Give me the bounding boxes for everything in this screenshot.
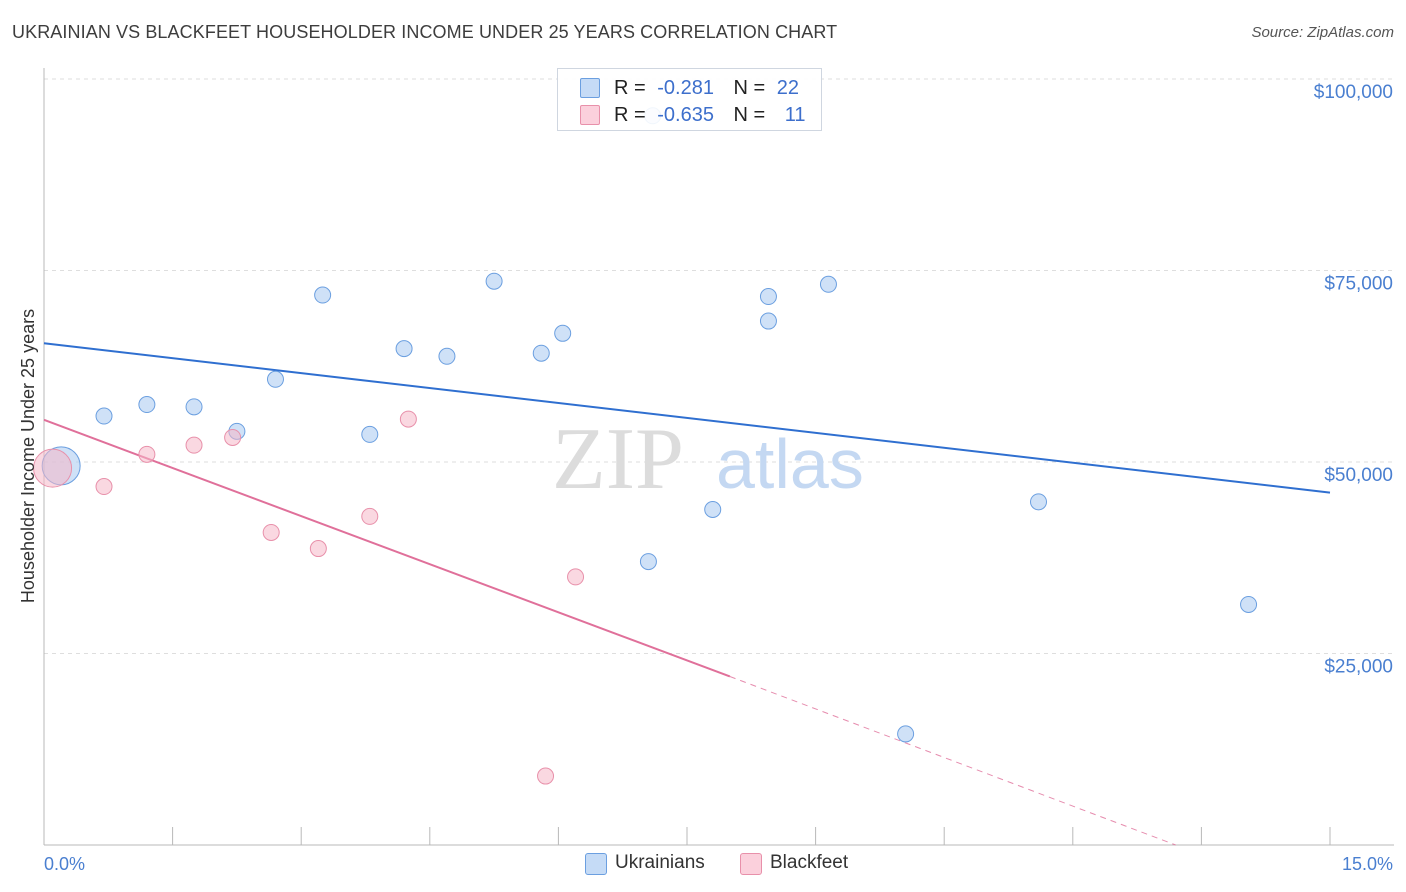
legend-label: Blackfeet	[770, 852, 849, 873]
y-tick-labels: $25,000 $50,000 $75,000 $100,000	[1314, 82, 1393, 678]
y-tick-label: $50,000	[1324, 465, 1393, 486]
watermark: ZIP atlas	[552, 411, 864, 508]
data-point	[314, 286, 332, 304]
data-point	[95, 478, 113, 496]
trend-lines	[43, 342, 1331, 846]
x-ticks	[172, 827, 1331, 845]
data-point	[819, 275, 837, 293]
data-point	[95, 407, 113, 425]
data-point	[138, 445, 156, 463]
data-point	[266, 370, 284, 388]
data-point	[224, 428, 242, 446]
data-point	[33, 448, 73, 488]
data-point	[1030, 493, 1048, 511]
data-point	[399, 410, 417, 428]
r-label: R =	[614, 104, 646, 126]
trend-line-extension	[729, 676, 1176, 846]
data-point	[262, 523, 280, 541]
data-point	[438, 347, 456, 365]
data-point	[309, 540, 327, 558]
data-point	[532, 344, 550, 362]
r-value: -0.635	[657, 104, 714, 126]
data-point	[567, 568, 585, 586]
chart-title: UKRAINIAN VS BLACKFEET HOUSEHOLDER INCOM…	[12, 22, 838, 42]
data-point	[138, 396, 156, 414]
y-axis-label: Householder Income Under 25 years	[18, 309, 38, 603]
data-point	[1240, 595, 1258, 613]
data-point	[485, 272, 503, 290]
data-point	[185, 436, 203, 454]
r-value: -0.281	[657, 77, 714, 99]
watermark-zip: ZIP	[552, 411, 684, 508]
n-label: N =	[733, 104, 766, 126]
x-tick-label: 0.0%	[44, 854, 85, 874]
data-point	[361, 425, 379, 443]
data-points	[33, 107, 1258, 785]
trend-line	[43, 342, 1331, 494]
n-value: 22	[776, 77, 800, 99]
n-value: 11	[784, 104, 806, 126]
data-point	[704, 500, 722, 518]
y-tick-label: $25,000	[1324, 657, 1393, 678]
data-point	[897, 725, 915, 743]
ukrainians-swatch	[585, 853, 607, 875]
data-point	[185, 398, 203, 416]
data-point	[537, 767, 555, 785]
data-point	[759, 288, 777, 306]
data-point	[759, 312, 777, 330]
source-label: Source: ZipAtlas.com	[1251, 24, 1394, 41]
data-point	[639, 553, 657, 571]
y-tick-label: $100,000	[1314, 82, 1393, 103]
x-tick-labels: 0.0% 15.0%	[44, 854, 1393, 874]
data-point	[395, 340, 413, 358]
ukrainians-swatch	[580, 78, 600, 98]
x-tick-label: 15.0%	[1342, 854, 1393, 874]
stats-legend: R = -0.281 N = 22 R = -0.635 N = 11	[557, 68, 822, 131]
legend-label: Ukrainians	[615, 852, 705, 873]
trend-line	[43, 418, 731, 678]
y-tick-label: $75,000	[1324, 274, 1393, 295]
n-label: N =	[733, 77, 766, 99]
blackfeet-swatch	[580, 105, 600, 125]
data-point	[554, 324, 572, 342]
r-label: R =	[614, 77, 646, 99]
blackfeet-swatch	[740, 853, 762, 875]
watermark-atlas: atlas	[716, 425, 864, 503]
data-point	[361, 507, 379, 525]
